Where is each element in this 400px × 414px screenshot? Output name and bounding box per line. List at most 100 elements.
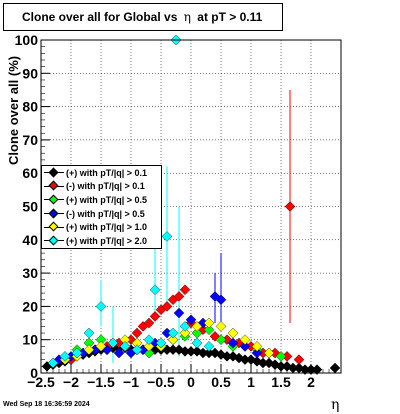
data-point-diamond (95, 341, 107, 352)
x-tick-label: −0.5 (147, 374, 175, 390)
data-point-diamond (173, 307, 185, 319)
data-point-diamond (119, 341, 131, 352)
data-point-diamond (251, 341, 263, 352)
data-point-diamond (95, 301, 107, 312)
y-tick-label: 20 (22, 298, 38, 314)
y-axis-label: Clone over all (%) (6, 55, 21, 165)
data-point-diamond (275, 351, 287, 362)
data-point-diamond (83, 344, 95, 355)
x-tick-label: 0 (187, 374, 195, 390)
data-point-diamond (143, 341, 155, 352)
data-point-diamond (203, 317, 215, 329)
axis-ticks (40, 39, 342, 374)
x-tick-label: −1.5 (87, 374, 115, 390)
title-suffix: at pT > 0.11 (197, 10, 263, 24)
data-point-diamond (143, 334, 155, 345)
data-points (41, 34, 341, 375)
data-point-diamond (167, 334, 179, 345)
data-point-diamond (71, 347, 83, 359)
data-point-diamond (161, 231, 173, 242)
legend-label: (-) with pT/|q| > 0.5 (66, 208, 145, 219)
data-point-diamond (191, 337, 203, 349)
tick-labels: −2.5 −2 −1.5 −1 −0.5 0 0.5 1 1.5 2010203040506070… (15, 32, 315, 390)
data-point-diamond (179, 321, 191, 332)
data-point-diamond (215, 321, 227, 332)
x-tick-label: 1 (247, 374, 255, 390)
title-prefix: Clone over all for Global vs (22, 10, 178, 24)
y-tick-label: 40 (22, 232, 38, 248)
legend-marker-diamond (48, 167, 59, 178)
data-point-diamond (227, 327, 239, 339)
data-point-diamond (149, 311, 161, 322)
data-point-diamond (161, 301, 173, 312)
legend-entry: (+) with pT/|q| > 2.0 (42, 234, 161, 248)
legend-marker-diamond (48, 180, 59, 191)
legend-label: (+) with pT/|q| > 2.0 (66, 235, 148, 246)
data-point-diamond (215, 334, 227, 345)
legend-marker (42, 235, 66, 247)
data-point-diamond (107, 337, 119, 349)
legend-marker-diamond (48, 221, 59, 232)
legend-marker (42, 180, 66, 192)
y-tick-label: 10 (22, 332, 38, 348)
data-point-diamond (149, 284, 161, 296)
x-tick-label: −1 (123, 374, 139, 390)
x-tick-label: 0.5 (211, 374, 231, 390)
x-tick-label: 1.5 (271, 374, 291, 390)
data-point-diamond (191, 321, 203, 332)
y-tick-label: 90 (22, 65, 38, 81)
data-point-diamond (59, 351, 71, 362)
data-point-diamond (173, 291, 185, 302)
legend-marker (42, 221, 66, 233)
data-point-diamond (179, 284, 191, 296)
legend-entry: (+) with pT/|q| > 0.1 (42, 166, 161, 180)
data-point-diamond (239, 334, 251, 345)
data-point-diamond (113, 347, 125, 359)
data-point-diamond (251, 347, 263, 359)
x-tick-label: −2.5 (27, 374, 55, 390)
data-point-diamond (263, 347, 275, 359)
data-point-diamond (167, 327, 179, 339)
data-point-diamond (239, 341, 251, 352)
data-point-diamond (131, 327, 143, 339)
chart-title: Clone over all for Global vs η at pT > 0… (3, 3, 283, 31)
legend-entry: (+) with pT/|q| > 1.0 (42, 220, 161, 234)
data-point-diamond (227, 337, 239, 349)
x-axis-label: η (331, 397, 340, 413)
legend-marker (42, 208, 66, 220)
data-point-diamond (179, 327, 191, 339)
timestamp: Wed Sep 18 16:36:59 2024 (3, 401, 90, 408)
legend: (+) with pT/|q| > 0.1 (-) with pT/|q| > … (41, 165, 162, 249)
y-tick-label: 100 (15, 32, 39, 48)
data-point-diamond (293, 354, 305, 365)
data-point-diamond (143, 317, 155, 329)
x-tick-label: −2 (63, 374, 79, 390)
data-point-diamond (83, 327, 95, 339)
data-point-diamond (215, 294, 227, 306)
legend-marker-diamond (48, 194, 59, 205)
data-point-diamond (185, 314, 197, 326)
data-point-diamond (284, 201, 296, 212)
y-tick-label: 60 (22, 165, 38, 181)
y-tick-label: 70 (22, 132, 38, 148)
legend-marker-diamond (48, 235, 59, 246)
y-tick-label: 50 (22, 199, 38, 215)
data-point-diamond (47, 357, 59, 369)
legend-label: (-) with pT/|q| > 0.1 (66, 181, 145, 192)
data-point-diamond (155, 337, 167, 349)
legend-entry: (+) with pT/|q| > 0.5 (42, 193, 161, 207)
legend-entry: (-) with pT/|q| > 0.1 (42, 180, 161, 194)
y-tick-label: 0 (30, 365, 38, 381)
legend-marker (42, 194, 66, 206)
legend-label: (+) with pT/|q| > 0.1 (66, 167, 148, 178)
data-point-diamond (203, 341, 215, 352)
legend-marker (42, 167, 66, 179)
legend-entry: (-) with pT/|q| > 0.5 (42, 207, 161, 221)
x-tick-label: 2 (307, 374, 315, 390)
data-point-diamond (131, 344, 143, 355)
legend-label: (+) with pT/|q| > 1.0 (66, 222, 148, 233)
title-eta-symbol: η (183, 10, 191, 24)
data-point-diamond (203, 324, 215, 335)
legend-marker-diamond (48, 208, 59, 219)
